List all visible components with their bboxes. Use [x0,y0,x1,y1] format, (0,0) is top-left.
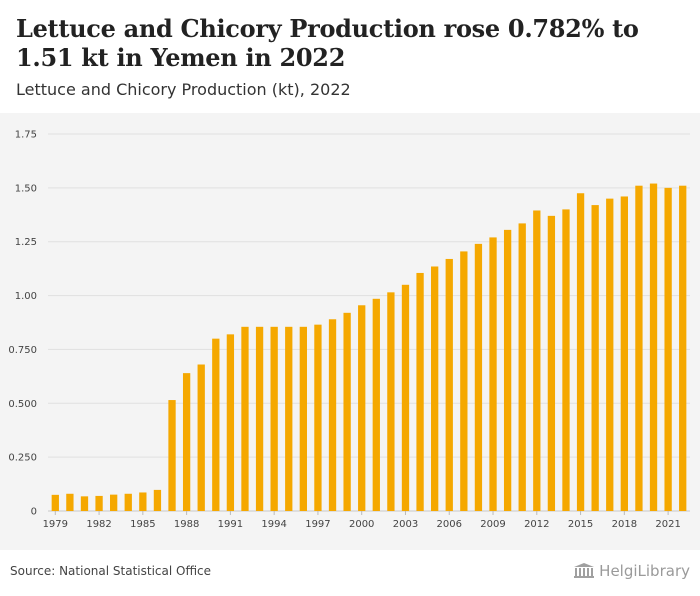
x-tick-label: 1988 [174,519,199,530]
bar-2006[interactable] [445,258,453,511]
chart-subtitle: Lettuce and Chicory Production (kt), 202… [16,80,351,99]
y-axis: 0 0.250 0.500 0.750 1.00 1.25 1.50 1.75 [8,130,37,518]
bar-1987[interactable] [168,400,176,511]
bar-1986[interactable] [153,489,162,511]
bar-1985[interactable] [139,492,147,511]
bar-2002[interactable] [387,292,395,511]
logo-text: HelgiLibrary [599,562,690,580]
bar-2019[interactable] [635,185,643,511]
library-building-icon [574,563,595,578]
bar-2012[interactable] [533,210,541,511]
bar-2011[interactable] [518,223,526,511]
y-tick-label: 1.75 [15,130,37,141]
bar-1980[interactable] [66,493,74,511]
x-tick-label: 1982 [86,519,111,530]
bar-2022[interactable] [679,185,687,511]
bar-1983[interactable] [110,494,118,511]
bar-1998[interactable] [328,319,337,511]
bar-2004[interactable] [416,272,424,511]
bar-1994[interactable] [270,326,278,511]
bar-1988[interactable] [182,373,191,511]
bar-1989[interactable] [197,364,205,511]
bar-1982[interactable] [95,495,103,511]
y-tick-label: 1.00 [15,291,37,302]
chart-title: Lettuce and Chicory Production rose 0.78… [16,14,639,72]
x-tick-label: 2006 [437,519,462,530]
x-tick-label: 2003 [393,519,418,530]
bar-2007[interactable] [460,251,468,511]
bar-2000[interactable] [358,305,366,511]
chart-header: Lettuce and Chicory Production rose 0.78… [0,0,700,113]
bar-1995[interactable] [285,326,293,511]
bar-2015[interactable] [576,193,585,511]
x-tick-label: 1985 [130,519,155,530]
x-axis: 1979 1982 1985 1988 1991 1994 1997 2000 2003 2006… [43,511,681,530]
x-tick-label: 2000 [349,519,374,530]
bar-chart: 0 0.250 0.500 0.750 1.00 1.25 1.50 1.75 1979 198… [8,130,690,530]
bar-2014[interactable] [562,209,570,511]
bar-1990[interactable] [212,338,220,511]
x-tick-label: 2009 [480,519,505,530]
x-tick-label: 2012 [524,519,549,530]
y-tick-label: 1.50 [15,183,37,194]
x-tick-label: 2018 [612,519,637,530]
bar-1997[interactable] [314,324,322,511]
bar-1996[interactable] [299,326,307,511]
bar-2018[interactable] [620,196,628,511]
bar-2017[interactable] [606,198,614,511]
bar-1984[interactable] [124,493,132,511]
helgi-library-logo[interactable]: HelgiLibrary [573,562,690,580]
bar-2005[interactable] [431,266,439,511]
x-tick-label: 2021 [655,519,680,530]
x-tick-label: 2015 [568,519,593,530]
bar-1979[interactable] [51,494,59,511]
y-tick-label: 0.500 [8,399,37,410]
bar-2010[interactable] [503,229,512,511]
bar-1991[interactable] [226,334,235,511]
bar-1993[interactable] [255,326,264,511]
bar-2008[interactable] [474,243,483,511]
bar-2020[interactable] [649,183,658,512]
bar-2021[interactable] [664,187,672,512]
bar-1999[interactable] [343,312,351,511]
bar-1992[interactable] [241,326,249,511]
bar-2001[interactable] [372,298,380,511]
y-tick-label: 0 [31,507,37,518]
x-tick-label: 1994 [261,519,286,530]
bars [51,183,687,512]
x-tick-label: 1997 [305,519,330,530]
y-tick-label: 0.750 [8,345,37,356]
y-tick-label: 0.250 [8,453,37,464]
bar-2013[interactable] [547,215,556,512]
bar-2016[interactable] [591,205,599,511]
bar-2009[interactable] [489,237,497,511]
bar-1981[interactable] [80,496,89,511]
bar-2003[interactable] [401,284,410,511]
source-note: Source: National Statistical Office [10,564,212,578]
y-tick-label: 1.25 [15,237,37,248]
x-tick-label: 1991 [218,519,243,530]
x-tick-label: 1979 [43,519,68,530]
